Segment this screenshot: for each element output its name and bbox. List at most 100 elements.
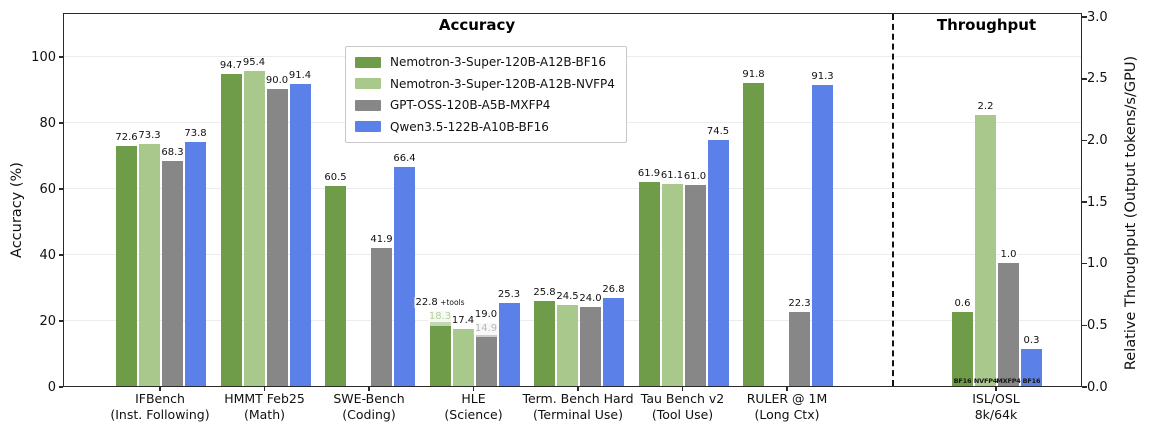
x-axis-category-label-line2: (Coding): [342, 407, 396, 423]
bar-precision-label: BF16: [1022, 377, 1041, 385]
bar-precision-label: NVFP4: [973, 377, 998, 385]
bar-value-label: 1.0: [999, 248, 1018, 261]
bar-value-label: 2.2: [976, 100, 995, 113]
legend-swatch: [355, 78, 381, 89]
accuracy-section-title: Accuracy: [438, 16, 516, 34]
left-axis-tick-mark: [58, 254, 63, 256]
bar-value-label: 66.4: [392, 152, 417, 165]
bar-value-label: 91.3: [810, 70, 835, 83]
bar-value-label: 91.4: [287, 70, 313, 82]
right-axis-tick-mark: [1082, 201, 1087, 203]
x-axis-category-label: RULER @ 1M (Long Ctx): [712, 391, 862, 424]
left-axis-tick-label: 0: [47, 379, 56, 395]
bar-ifbench: [139, 144, 160, 386]
x-axis-tick-mark: [995, 387, 997, 391]
left-axis-tick-label: 80: [39, 115, 56, 131]
left-axis-tick-mark: [58, 320, 63, 322]
legend-label: GPT-OSS-120B-A5B-MXFP4: [390, 98, 551, 112]
bar-swe-bench: [394, 166, 415, 386]
right-axis-tick-mark: [1082, 262, 1087, 265]
bar-tau-bench-v2: [638, 181, 660, 386]
left-axis-tick-label: 20: [39, 313, 56, 329]
left-axis-tick-mark: [58, 56, 63, 58]
bar-value-label: 73.8: [183, 128, 208, 140]
bar-value-label: 94.7: [218, 59, 244, 71]
right-axis-tick-label: 2.0: [1087, 132, 1108, 148]
right-y-axis-label: Relative Throughput (Output tokens/s/GPU…: [1123, 55, 1139, 371]
x-axis-category-label-line1: RULER @ 1M: [746, 391, 828, 406]
throughput-section-title: Throughput: [936, 16, 1037, 34]
right-axis-tick-mark: [1082, 77, 1087, 80]
legend-item: Nemotron-3-Super-120B-A12B-NVFP4: [355, 75, 615, 93]
x-axis-tick-mark: [368, 387, 370, 391]
bar-value-label: 24.0: [578, 292, 603, 305]
right-axis-tick-label: 3.0: [1087, 9, 1108, 25]
x-axis-tick-mark: [786, 387, 788, 391]
bar-hle: [452, 328, 474, 386]
bar-value-label: 17.4: [450, 314, 476, 327]
x-axis-category-label-line2: (Science): [444, 407, 503, 423]
bar-value-label: 61.1: [659, 170, 685, 182]
gridline: [64, 254, 1081, 255]
x-axis-category-label-line1: Tau Bench v2: [640, 391, 725, 406]
bar-swe-bench: [371, 247, 392, 386]
bar-value-label: 19.0: [473, 309, 499, 321]
bar-value-label: 60.5: [323, 172, 348, 184]
x-axis-category-label: Term. Bench Hard (Terminal Use): [503, 391, 653, 424]
right-axis-tick-label: 0.5: [1087, 317, 1108, 333]
bar-hle: [429, 325, 451, 386]
bar-hmmt-feb25: [289, 84, 311, 386]
bar-precision-label: MXFP4: [996, 377, 1021, 385]
bar-ifbench: [185, 142, 206, 386]
bar-ruler-1m: [812, 84, 833, 386]
bar-term-bench-hard: [534, 300, 555, 386]
right-axis-tick-mark: [1082, 324, 1087, 327]
right-axis-tick-label: 1.5: [1087, 194, 1108, 210]
x-axis-category-label-line1: HMMT Feb25: [224, 391, 305, 406]
bar-value-label: 91.8: [741, 69, 766, 81]
x-axis-category-label-line1: Term. Bench Hard: [522, 391, 634, 406]
legend-label: Qwen3.5-122B-A10B-BF16: [390, 119, 549, 134]
x-axis-category-label: ISL/OSL 8k/64k: [921, 391, 1071, 424]
left-axis-tick-label: 100: [31, 49, 56, 65]
right-axis-tick-label: 1.0: [1087, 256, 1108, 272]
x-axis-tick-mark: [681, 387, 684, 391]
bar-value-label-suffix: +tools: [437, 297, 465, 307]
bar-tau-bench-v2: [661, 184, 683, 386]
gridline: [64, 188, 1081, 189]
left-axis-tick-mark: [58, 188, 63, 190]
x-axis-category-label: HLE (Science): [399, 391, 549, 424]
right-axis-tick-label: 2.5: [1087, 71, 1108, 87]
bar-value-label: 0.3: [1022, 335, 1041, 347]
bar-ifbench: [116, 146, 137, 386]
bar-tau-bench-v2: [684, 184, 706, 386]
bar-value-label: 22.3: [787, 298, 812, 310]
left-axis-tick-label: 40: [39, 247, 56, 263]
x-axis-category-label-line2: (Inst. Following): [110, 407, 210, 423]
bar-value-label: 73.3: [137, 130, 162, 142]
x-axis-category-label-line1: SWE-Bench: [333, 391, 405, 406]
bar-value-label: 25.3: [496, 288, 522, 301]
bar-hmmt-feb25: [266, 89, 288, 386]
bar-swe-bench: [325, 186, 346, 386]
bar-hmmt-feb25: [243, 71, 265, 386]
bar-tau-bench-v2: [707, 140, 729, 386]
bar-term-bench-hard: [557, 305, 578, 386]
bar-value-label: 61.9: [636, 167, 662, 180]
bar-isl-osl: [998, 262, 1019, 386]
legend-swatch: [355, 99, 381, 111]
x-axis-category-label: IFBench (Inst. Following): [85, 391, 235, 424]
x-axis-category-label-line2: (Tool Use): [651, 407, 714, 423]
bar-value-label: 72.6: [114, 132, 139, 144]
bar-value-label: 0.6: [953, 298, 972, 310]
bar-term-bench-hard: [603, 297, 624, 386]
bar-base-value-label: 18.3: [427, 310, 453, 323]
legend-item: GPT-OSS-120B-A5B-MXFP4: [355, 96, 615, 114]
x-axis-category-label: HMMT Feb25 (Math): [190, 391, 340, 424]
left-axis-tick-mark: [58, 122, 63, 124]
bar-ifbench: [162, 160, 183, 386]
legend-item: Qwen3.5-122B-A10B-BF16: [355, 118, 615, 136]
right-axis-tick-mark: [1082, 386, 1087, 388]
bar-value-label: 74.5: [705, 126, 731, 138]
bar-value-label: 26.8: [601, 283, 626, 296]
